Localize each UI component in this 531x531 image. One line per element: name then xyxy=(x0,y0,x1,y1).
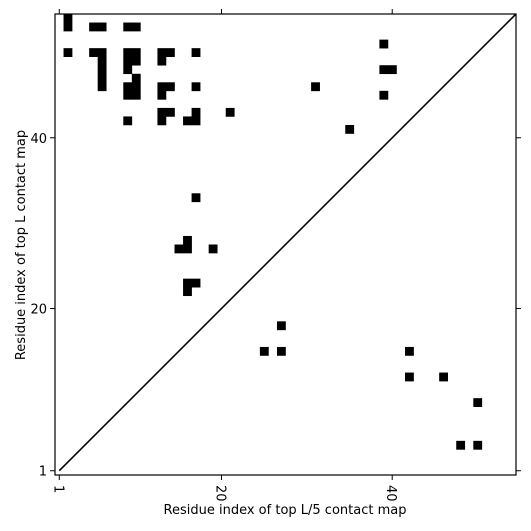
y-tick-label: 40 xyxy=(30,132,47,147)
contact-cell-upper xyxy=(131,73,141,83)
y-tick-label: 20 xyxy=(30,303,47,318)
contact-cell-upper xyxy=(165,82,175,92)
contact-cell-upper xyxy=(89,22,98,32)
contact-cell-lower xyxy=(439,372,449,382)
y-tick-label: 1 xyxy=(39,465,47,480)
contact-cell-upper xyxy=(387,65,397,75)
contact-cell-upper xyxy=(97,56,107,66)
contact-cell-upper xyxy=(63,14,73,23)
contact-cell-upper xyxy=(97,82,107,92)
contact-cell-upper xyxy=(191,107,201,117)
contact-cell-upper xyxy=(379,39,389,49)
x-tick-label: 20 xyxy=(212,485,227,502)
contact-cell-upper xyxy=(89,48,98,57)
contact-cell-upper xyxy=(379,65,389,75)
contact-cell-upper xyxy=(131,56,141,66)
contact-cell-upper xyxy=(183,235,192,245)
contact-cell-upper xyxy=(183,116,192,126)
contact-cell-upper xyxy=(191,278,201,288)
contact-cell-upper xyxy=(183,278,192,288)
contact-cell-upper xyxy=(157,56,167,66)
contact-cell-upper xyxy=(131,48,141,57)
contact-cell-upper xyxy=(123,22,133,32)
contact-cell-upper xyxy=(157,90,167,100)
contact-cell-upper xyxy=(63,22,73,32)
contact-cell-lower xyxy=(473,398,483,408)
contact-cell-upper xyxy=(97,22,107,32)
contact-cell-upper xyxy=(191,48,201,57)
contact-cell-upper xyxy=(345,124,355,134)
contact-cell-upper xyxy=(63,48,73,57)
contact-cell-lower xyxy=(405,372,414,382)
contact-cell-upper xyxy=(97,48,107,57)
upper-contacts-group xyxy=(63,14,397,297)
contact-cell-upper xyxy=(191,116,201,126)
contact-cell-upper xyxy=(311,82,320,92)
lower-contacts-group xyxy=(259,321,483,450)
contact-cell-lower xyxy=(259,346,269,356)
contact-cell-upper xyxy=(123,48,133,57)
contact-cell-upper xyxy=(157,48,167,57)
contact-cell-upper xyxy=(191,193,201,203)
contact-cell-upper xyxy=(208,244,218,254)
contact-cell-upper xyxy=(174,244,184,254)
contact-cell-upper xyxy=(123,90,133,100)
contact-cell-lower xyxy=(276,346,286,356)
contact-cell-upper xyxy=(157,107,167,117)
x-tick-label: 1 xyxy=(50,485,65,493)
contact-cell-upper xyxy=(123,116,133,126)
axis-ticks-group: 1 20 40 1 20 40 xyxy=(30,9,521,502)
diagonal-line xyxy=(58,13,517,472)
contact-cell-upper xyxy=(165,107,175,117)
contact-cell-upper xyxy=(157,116,167,126)
contact-cell-upper xyxy=(123,82,133,92)
x-axis-label: Residue index of top L/5 contact map xyxy=(164,503,407,518)
contact-cell-lower xyxy=(276,321,286,331)
contact-cell-lower xyxy=(456,440,466,450)
plot-frame xyxy=(54,13,517,476)
contact-cell-upper xyxy=(183,244,192,254)
contact-cell-upper xyxy=(131,82,141,92)
x-tick-label: 40 xyxy=(383,485,398,502)
contact-cell-lower xyxy=(405,346,414,356)
contact-cell-upper xyxy=(157,82,167,92)
contact-cell-upper xyxy=(123,56,133,66)
contact-cell-upper xyxy=(123,65,133,75)
contact-cell-upper xyxy=(97,65,107,75)
contact-cell-upper xyxy=(131,90,141,100)
contact-cell-upper xyxy=(97,73,107,83)
contact-cell-upper xyxy=(165,48,175,57)
contact-cell-upper xyxy=(225,107,235,117)
contact-cell-lower xyxy=(473,440,483,450)
contact-cell-upper xyxy=(131,22,141,32)
contact-cell-upper xyxy=(183,287,192,297)
contact-cell-upper xyxy=(379,90,389,100)
contact-cell-upper xyxy=(191,82,201,92)
y-axis-label: Residue index of top L contact map xyxy=(14,130,29,360)
